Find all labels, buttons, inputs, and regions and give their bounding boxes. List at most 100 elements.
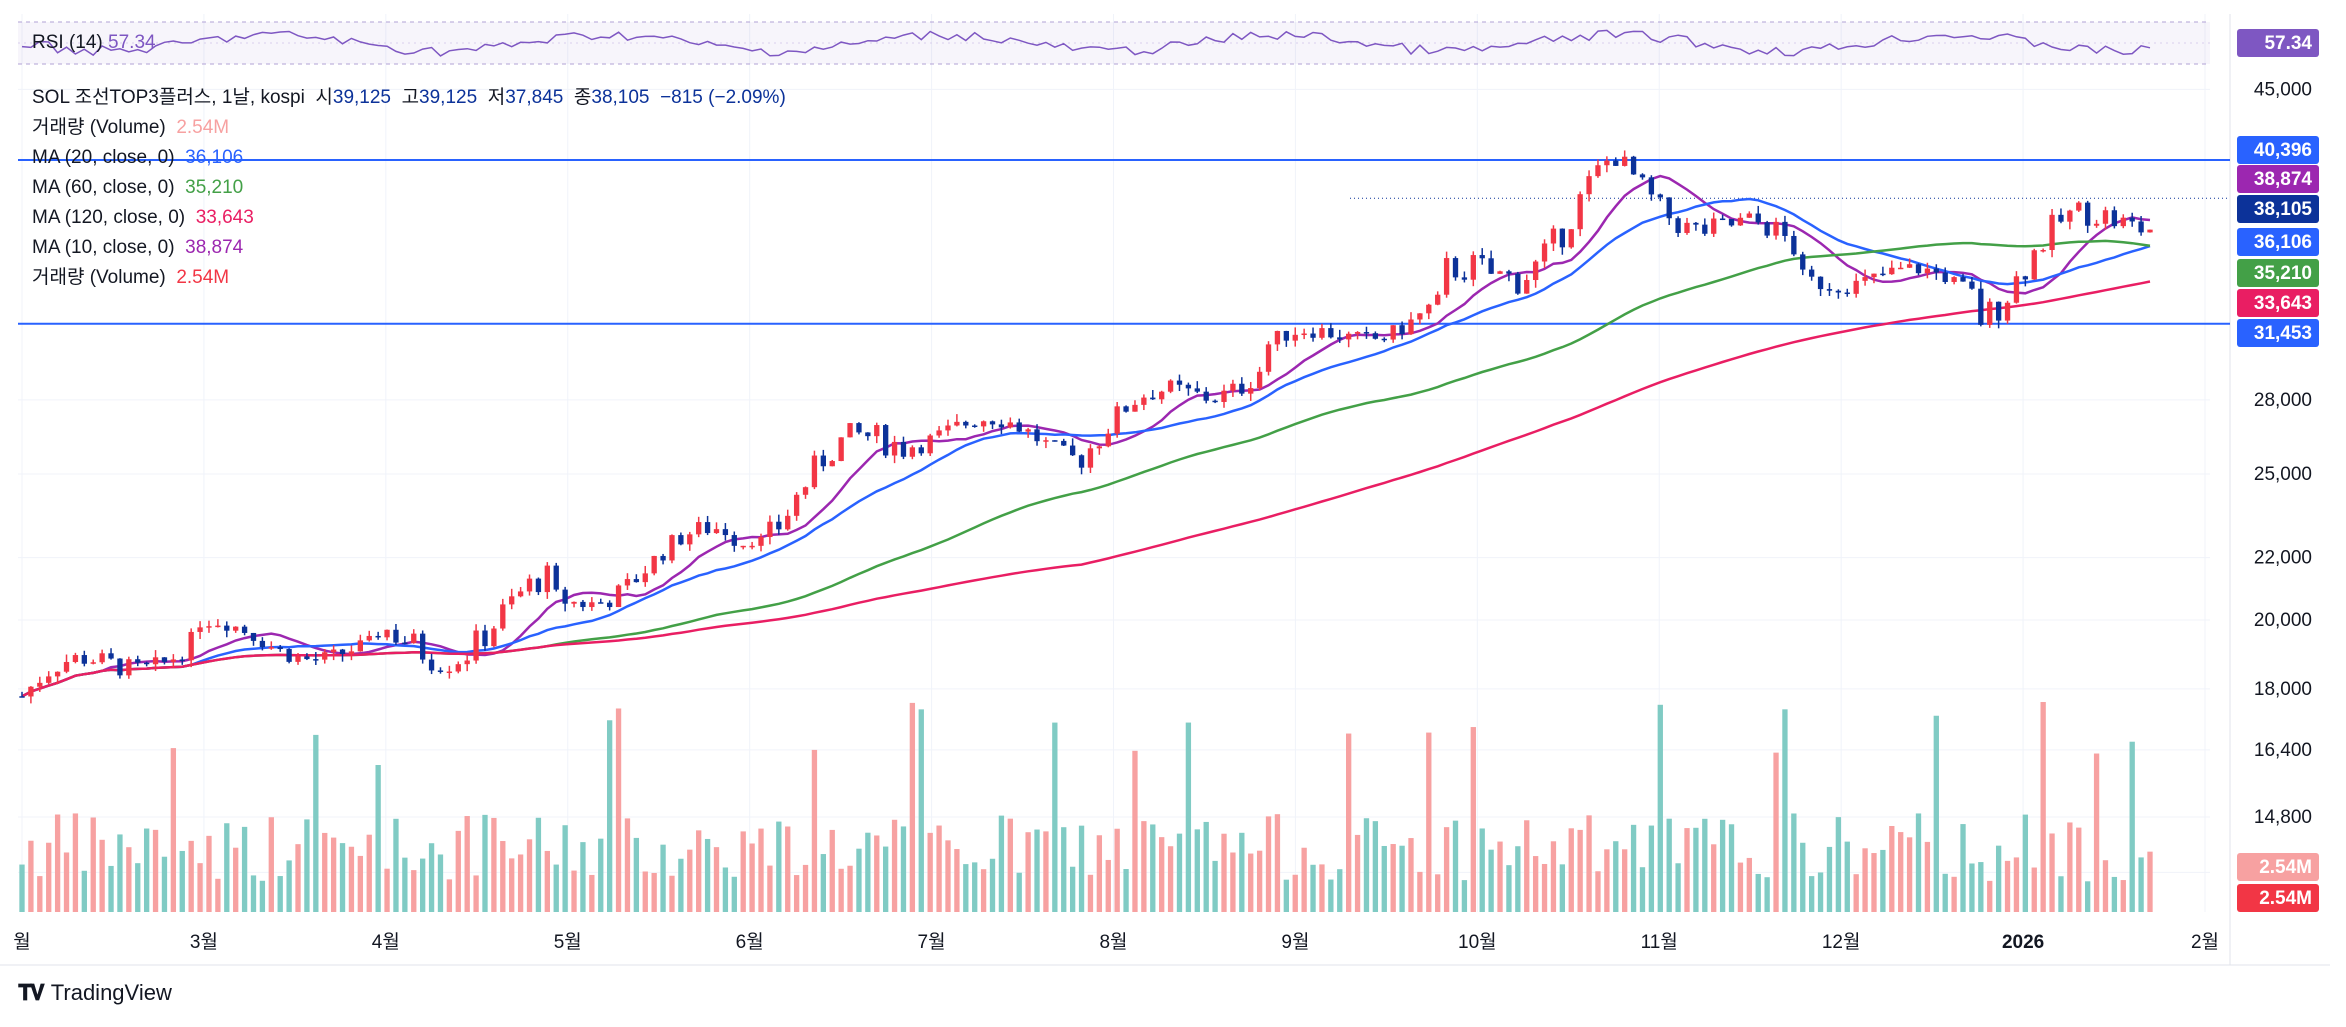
- tradingview-logo[interactable]: 𝐓𝐕 TradingView: [18, 980, 172, 1006]
- price-tick-label: 16,400: [2254, 740, 2312, 761]
- volume-bar: [72, 813, 79, 912]
- candle-body: [1969, 281, 1975, 289]
- price-badge-label: 40,396: [2254, 140, 2312, 161]
- candle-body: [286, 649, 292, 662]
- candle-body: [99, 653, 105, 663]
- volume-bar: [1933, 715, 1939, 912]
- candle-body: [1728, 219, 1735, 226]
- candle-body: [1212, 400, 1218, 403]
- volume-bar: [954, 849, 960, 912]
- candle-body: [1132, 404, 1138, 412]
- candle-body: [224, 625, 230, 631]
- candle-body: [1426, 304, 1432, 314]
- volume-bar: [117, 834, 123, 912]
- volume-bar: [108, 865, 114, 912]
- volume-bar: [847, 865, 853, 912]
- candle-body: [535, 578, 542, 593]
- candle-body: [197, 627, 203, 632]
- candle-body: [1176, 380, 1183, 385]
- volume-bar: [2076, 827, 2082, 912]
- candle-body: [1978, 288, 1984, 325]
- candle-body: [998, 424, 1005, 428]
- volume-bar: [286, 860, 292, 912]
- volume-bar: [838, 868, 844, 912]
- price-badge: [2237, 884, 2319, 912]
- volume-bar: [224, 823, 230, 912]
- time-tick-label: 4월: [372, 931, 400, 953]
- candle-body: [847, 423, 853, 438]
- candle-body: [1693, 222, 1699, 225]
- volume-bar: [1568, 828, 1574, 912]
- volume-bar: [188, 840, 194, 912]
- candle-body: [46, 676, 52, 683]
- volume-bar: [874, 835, 880, 912]
- volume-bar: [1399, 845, 1405, 912]
- candle-body: [268, 647, 274, 649]
- horizontal-lines: [18, 159, 2230, 325]
- volume-bar: [19, 864, 25, 912]
- candle-body: [1007, 422, 1013, 428]
- volume-bar: [642, 871, 648, 912]
- volume-bar: [1639, 867, 1646, 912]
- candle-body: [900, 441, 907, 457]
- volume-bar: [304, 819, 310, 912]
- candle-body: [1185, 384, 1192, 389]
- candle-body: [696, 522, 702, 535]
- volume-bar: [687, 849, 693, 912]
- volume-bar: [731, 876, 737, 912]
- volume-bar: [1657, 704, 1663, 912]
- price-badge-label: 31,453: [2254, 323, 2312, 344]
- candle-body: [1159, 391, 1165, 400]
- low-value: 37,845: [505, 87, 564, 108]
- candle-body: [233, 626, 239, 631]
- volume-bar: [1782, 709, 1788, 912]
- candle-body: [1346, 333, 1352, 340]
- volume-bar: [241, 826, 248, 912]
- candle-body: [1532, 261, 1539, 281]
- volume-bar: [1524, 820, 1530, 912]
- candle-body: [1906, 264, 1913, 268]
- volume-bar: [1408, 838, 1414, 912]
- ma20-line: [21, 197, 2151, 698]
- volume-bar: [330, 837, 337, 912]
- candle-body: [72, 655, 79, 662]
- candle-body: [1114, 406, 1120, 434]
- volume-bar: [375, 764, 381, 912]
- volume-bar: [384, 868, 390, 912]
- candle-body: [1301, 333, 1307, 336]
- volume-bar: [1844, 841, 1850, 912]
- volume-bar: [295, 844, 301, 912]
- volume-bar: [2031, 867, 2037, 912]
- candle-body: [1577, 194, 1583, 230]
- volume-bar: [1924, 841, 1931, 912]
- volume-bar: [1354, 834, 1361, 912]
- volume-bar: [1096, 835, 1103, 912]
- candle-body: [544, 565, 550, 593]
- candle-body: [2138, 221, 2144, 233]
- candle-body: [277, 647, 283, 650]
- volume-bar: [411, 870, 417, 912]
- candle-body: [1630, 156, 1637, 175]
- candle-body: [1034, 429, 1040, 442]
- exchange: kospi: [260, 87, 305, 108]
- candle-body: [1595, 165, 1601, 177]
- volume-bars: [19, 702, 2153, 912]
- volume-bar: [2093, 753, 2100, 912]
- price-tick-label: 20,000: [2254, 610, 2312, 631]
- volume-bar: [233, 847, 239, 912]
- volume-bar: [696, 830, 702, 912]
- price-badge: [2237, 289, 2319, 317]
- candle-body: [1684, 222, 1690, 233]
- volume-bar: [1595, 871, 1601, 912]
- candle-body: [1328, 328, 1334, 338]
- candle-body: [1568, 229, 1574, 248]
- volume-bar: [571, 870, 577, 912]
- volume-bar: [1987, 880, 1993, 912]
- volume-bar: [900, 826, 907, 912]
- candle-body: [758, 537, 764, 546]
- symbol-name: SOL 조선TOP3플러스: [32, 87, 212, 108]
- candle-body: [428, 659, 435, 671]
- volume-bar: [446, 879, 453, 912]
- candle-body: [1942, 272, 1948, 282]
